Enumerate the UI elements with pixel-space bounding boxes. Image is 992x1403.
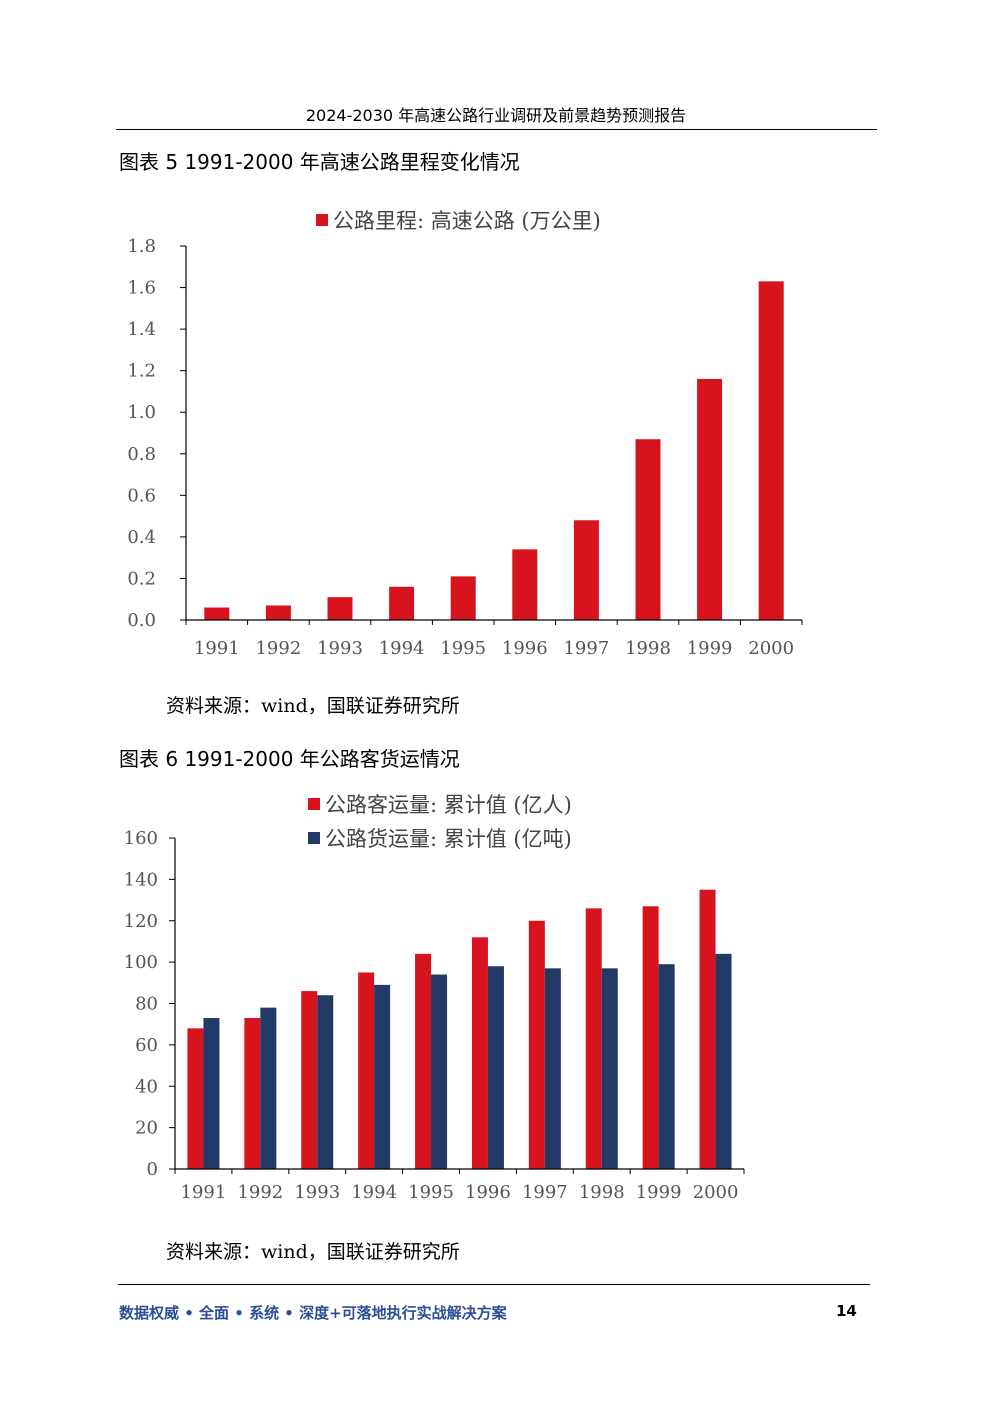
bar-d7141d-1999 [697,378,723,620]
page-number: 14 [836,1302,857,1320]
header-divider [116,129,877,130]
bar-233a67-1991 [203,1017,220,1169]
bar-d7141d-1996 [471,937,488,1169]
x-tick-label-1996: 1996 [465,1182,511,1203]
y-tick-label: 0 [147,1159,158,1180]
bar-233a67-1999 [658,964,675,1169]
bar-d7141d-1996 [512,549,538,620]
x-tick-label-1993: 1993 [317,638,363,659]
x-tick-label-2000: 2000 [748,638,794,659]
bar-d7141d-1999 [642,906,659,1169]
bar-d7141d-1994 [358,972,375,1169]
bar-d7141d-1992 [265,605,291,620]
x-tick-label-1999: 1999 [687,638,733,659]
bar-233a67-1994 [374,984,391,1169]
x-tick-label-1997: 1997 [563,638,609,659]
footer-slogan: 数据权威 • 全面 • 系统 • 深度+可落地执行实战解决方案 [119,1304,507,1322]
legend-label-1: 公路客运量: 累计值 (亿人) [325,793,572,817]
bar-d7141d-2000 [699,889,716,1169]
y-tick-label: 20 [135,1118,158,1139]
x-tick-label-2000: 2000 [693,1182,739,1203]
bar-233a67-1992 [260,1007,277,1169]
y-tick-label: 1.0 [127,402,156,423]
legend-swatch-1 [316,214,328,226]
bar-d7141d-1995 [450,576,476,620]
x-tick-label-1991: 1991 [181,1182,227,1203]
highway-mileage-bar-chart: 公路里程: 高速公路 (万公里) 0.0 0.2 0.4 0.6 0.8 1.0 1.2 1.4… [127,209,803,659]
y-tick-label: 0.8 [127,444,156,465]
x-tick-label-1991: 1991 [194,638,240,659]
x-tick-label-1993: 1993 [294,1182,340,1203]
legend-label-2: 公路货运量: 累计值 (亿吨) [325,827,572,851]
x-tick-label-1998: 1998 [579,1182,625,1203]
bar-233a67-1996 [487,966,504,1169]
bar-d7141d-1993 [301,991,318,1169]
x-tick-label-1996: 1996 [502,638,548,659]
figure-5-source: 资料来源：wind，国联证券研究所 [166,695,460,717]
bar-233a67-1998 [601,968,618,1169]
x-tick-label-1995: 1995 [408,1182,454,1203]
legend-swatch-2 [308,832,320,844]
legend-swatch-1 [308,798,320,810]
figure-6-source: 资料来源：wind，国联证券研究所 [166,1241,460,1263]
bar-233a67-1997 [544,968,561,1169]
bar-d7141d-1997 [528,920,545,1169]
y-tick-label: 100 [124,952,158,973]
y-tick-label: 0.2 [127,568,156,589]
bar-d7141d-1995 [415,953,432,1169]
y-tick-label: 1.8 [127,236,156,257]
figure-5-caption: 图表 5 1991-2000 年高速公路里程变化情况 [119,150,520,174]
y-tick-label: 0.0 [127,610,156,631]
y-tick-label: 0.6 [127,485,156,506]
bar-d7141d-1993 [327,597,353,620]
x-tick-label-1994: 1994 [351,1182,397,1203]
bar-d7141d-1991 [204,607,230,620]
y-tick-label: 1.6 [127,278,156,299]
y-tick-label: 140 [124,869,158,890]
x-tick-label-1995: 1995 [440,638,486,659]
x-tick-label-1999: 1999 [636,1182,682,1203]
report-header-title: 2024-2030 年高速公路行业调研及前景趋势预测报告 [305,106,687,125]
x-tick-label-1992: 1992 [255,638,301,659]
y-tick-label: 1.4 [127,319,156,340]
bar-233a67-2000 [715,953,732,1169]
figure-6-caption: 图表 6 1991-2000 年公路客货运情况 [119,747,460,771]
bar-d7141d-2000 [758,281,784,620]
bar-d7141d-1997 [573,520,599,620]
x-tick-label-1998: 1998 [625,638,671,659]
bar-d7141d-1998 [635,439,661,620]
bar-d7141d-1998 [585,908,602,1169]
y-tick-label: 0.4 [127,527,156,548]
y-tick-label: 120 [124,911,158,932]
y-tick-label: 40 [135,1076,158,1097]
passenger-freight-bar-chart: 公路客运量: 累计值 (亿人) 公路货运量: 累计值 (亿吨) 0 20 40 60 80 1… [124,793,745,1203]
x-tick-label-1994: 1994 [379,638,425,659]
bar-233a67-1993 [317,995,334,1169]
legend-label-1: 公路里程: 高速公路 (万公里) [333,209,601,233]
x-tick-label-1997: 1997 [522,1182,568,1203]
bar-d7141d-1991 [187,1028,204,1169]
bar-d7141d-1992 [244,1017,261,1169]
y-tick-label: 80 [135,994,158,1015]
x-tick-label-1992: 1992 [237,1182,283,1203]
footer-divider [118,1284,870,1285]
y-tick-label: 160 [124,828,158,849]
bar-233a67-1995 [431,974,448,1169]
y-tick-label: 1.2 [127,361,156,382]
y-tick-label: 60 [135,1035,158,1056]
bar-d7141d-1994 [389,586,415,620]
